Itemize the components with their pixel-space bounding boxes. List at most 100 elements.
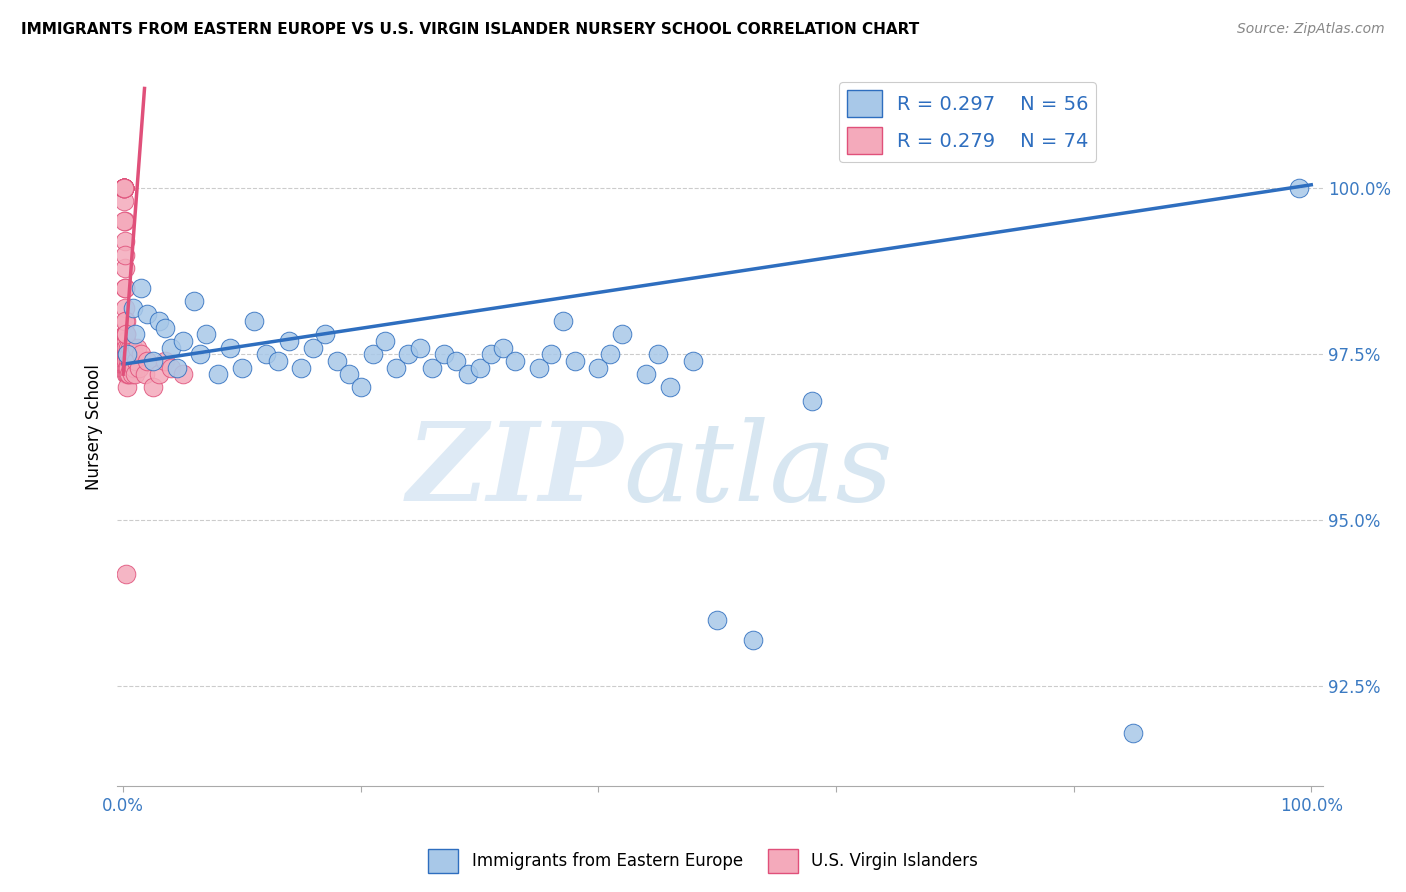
Text: ZIP: ZIP [408,417,624,524]
Point [112,181,135,195]
Point [551,314,574,328]
Point [396,347,419,361]
Point [135,354,157,368]
Point [114,327,136,342]
Point [117,354,139,368]
Text: Source: ZipAtlas.com: Source: ZipAtlas.com [1237,22,1385,37]
Point [120,341,142,355]
Point [115,367,138,381]
Point [153,320,176,334]
Point [124,327,146,342]
Point [190,347,212,361]
Point [112,181,135,195]
Point [658,380,681,394]
Point [117,367,139,381]
Point [114,281,136,295]
Point [444,354,467,368]
Point [120,347,142,361]
Point [634,367,657,381]
Point [114,327,136,342]
Point [706,613,728,627]
Point [114,341,136,355]
Point [115,360,138,375]
Point [125,354,148,368]
Point [117,360,139,375]
Point [129,281,152,295]
Point [254,347,277,361]
Point [115,367,138,381]
Y-axis label: Nursery School: Nursery School [86,365,103,491]
Point [219,341,242,355]
Point [121,354,143,368]
Point [266,354,288,368]
Point [117,341,139,355]
Text: IMMIGRANTS FROM EASTERN EUROPE VS U.S. VIRGIN ISLANDER NURSERY SCHOOL CORRELATIO: IMMIGRANTS FROM EASTERN EUROPE VS U.S. V… [21,22,920,37]
Text: atlas: atlas [624,417,893,524]
Point [153,354,176,368]
Point [112,181,135,195]
Point [468,360,491,375]
Point [115,327,138,342]
Point [128,360,150,375]
Point [142,380,165,394]
Point [457,367,479,381]
Point [142,354,165,368]
Point [481,347,503,361]
Point [112,181,135,195]
Point [433,347,456,361]
Point [114,281,136,295]
Point [115,347,138,361]
Point [114,301,136,315]
Point [118,367,141,381]
Point [148,314,170,328]
Point [114,354,136,368]
Point [492,341,515,355]
Point [373,334,395,348]
Point [599,347,621,361]
Point [127,341,149,355]
Point [115,354,138,368]
Point [290,360,312,375]
Point [114,334,136,348]
Point [112,181,135,195]
Point [112,214,135,228]
Point [115,360,138,375]
Point [114,234,136,248]
Point [588,360,610,375]
Point [112,181,135,195]
Point [115,380,138,394]
Point [503,354,526,368]
Point [540,347,562,361]
Point [243,314,266,328]
Point [114,327,136,342]
Point [195,327,218,342]
Legend: R = 0.297    N = 56, R = 0.279    N = 74: R = 0.297 N = 56, R = 0.279 N = 74 [839,82,1097,162]
Point [385,360,408,375]
Point [172,334,194,348]
Point [124,367,146,381]
Point [409,341,432,355]
Point [114,347,136,361]
Point [112,181,135,195]
Point [314,327,336,342]
Point [148,367,170,381]
Point [114,247,136,261]
Point [122,341,145,355]
Point [114,260,136,275]
Point [361,347,384,361]
Point [112,181,135,195]
Point [114,347,136,361]
Point [1288,181,1310,195]
Point [112,181,135,195]
Point [114,314,136,328]
Point [115,341,138,355]
Point [112,181,135,195]
Point [112,194,135,209]
Point [326,354,349,368]
Point [166,360,188,375]
Point [122,360,145,375]
Point [741,632,763,647]
Point [801,393,824,408]
Point [183,294,205,309]
Point [134,367,156,381]
